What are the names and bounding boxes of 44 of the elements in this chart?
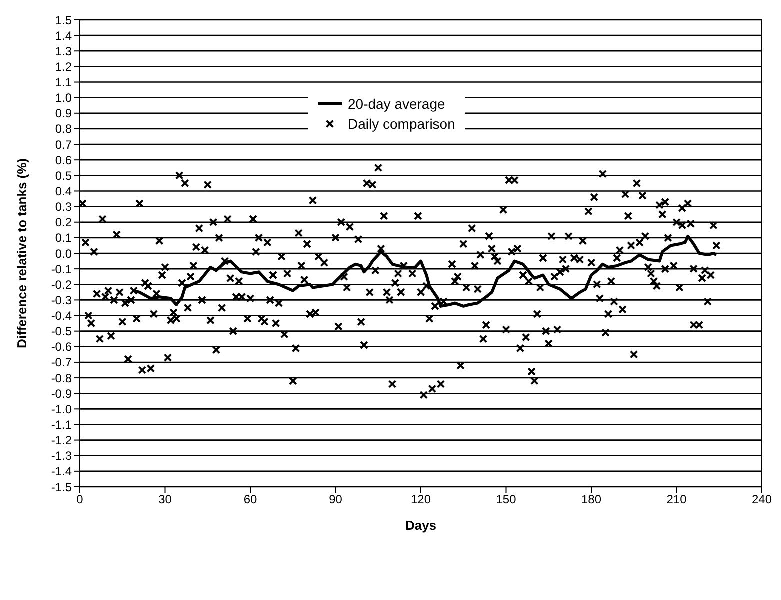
y-tick-label: 0.0 <box>55 246 72 261</box>
x-tick-label: 90 <box>329 492 343 507</box>
x-tick-label: 150 <box>496 492 517 507</box>
x-axis-title: Days <box>405 518 437 533</box>
x-tick-label: 60 <box>244 492 258 507</box>
x-tick-label: 210 <box>666 492 688 507</box>
legend-label: Daily comparison <box>348 116 456 132</box>
y-tick-label: 1.0 <box>55 91 72 106</box>
y-tick-label: -1.0 <box>51 402 72 416</box>
y-tick-label: -1.5 <box>51 480 72 494</box>
y-tick-label: -0.5 <box>51 324 72 339</box>
x-tick-label: 180 <box>581 492 602 507</box>
legend-label: 20-day average <box>348 96 446 112</box>
y-tick-label: 1.2 <box>55 60 72 74</box>
y-tick-label: 0.7 <box>55 138 72 152</box>
y-tick-label: 0.4 <box>55 184 72 198</box>
x-tick-label: 240 <box>752 492 772 507</box>
y-tick-label: 0.6 <box>55 153 72 168</box>
y-tick-label: 1.3 <box>55 44 72 58</box>
y-tick-label: -1.1 <box>51 418 72 432</box>
y-tick-label: 0.9 <box>55 106 72 121</box>
y-tick-label: 0.5 <box>55 168 72 183</box>
y-tick-label: -1.4 <box>51 464 72 479</box>
x-tick-label: 0 <box>76 492 84 507</box>
y-tick-label: 1.1 <box>55 76 72 90</box>
y-tick-label: -0.8 <box>51 371 72 386</box>
y-tick-label: 0.3 <box>55 200 72 214</box>
x-tick-label: 30 <box>158 492 172 507</box>
y-tick-label: 0.1 <box>55 231 72 246</box>
y-tick-label: -0.7 <box>51 356 72 370</box>
y-tick-label: 1.4 <box>55 28 72 43</box>
y-tick-label: -0.6 <box>51 340 72 354</box>
y-tick-label: -0.1 <box>51 262 72 276</box>
y-tick-label: -0.3 <box>51 293 72 308</box>
y-axis-title: Difference relative to tanks (%) <box>14 158 30 349</box>
y-tick-label: 0.2 <box>55 216 72 230</box>
y-tick-label: 1.5 <box>55 13 72 28</box>
y-tick-label: -0.9 <box>51 386 72 401</box>
y-tick-label: -0.2 <box>51 278 72 292</box>
x-tick-label: 120 <box>410 492 432 507</box>
y-tick-label: 0.8 <box>55 122 72 136</box>
y-tick-label: -1.3 <box>51 449 72 464</box>
y-tick-label: -1.2 <box>51 434 72 448</box>
y-tick-label: -0.4 <box>51 309 72 324</box>
